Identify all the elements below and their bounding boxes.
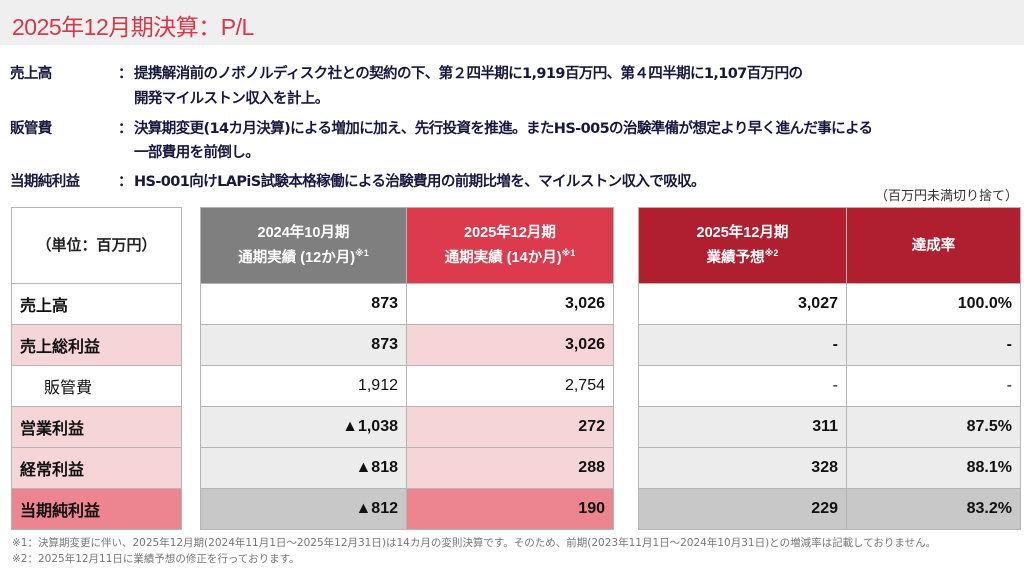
row-label: 販管費 [11,365,182,407]
cell: 873 [200,324,407,366]
cell: - [638,324,847,366]
row-label-table: （単位：百万円） 売上高 売上総利益 販管費 営業利益 経常利益 当期純利益 [11,207,182,530]
cell: 229 [638,488,847,530]
cell: 3,026 [406,283,614,325]
unit-note: （百万円未満切り捨て） [874,189,1018,204]
actuals-table: 2024年10月期 通期実績 (12か月)※1 2025年12月期 通期実績 (14… [200,207,614,530]
note-text: 決算期変更(14カ月決算)による増加に加え、先行投資を推進。またHS-005の治… [134,121,873,137]
cell: 100.0% [846,283,1021,325]
note-colon: ： [118,66,133,82]
row-label: 経常利益 [11,447,182,489]
page-title: 2025年12月期決算：P/L [12,14,254,40]
note-text: 提携解消前のノボノルディスク社との契約の下、第２四半期に1,919百万円、第４四… [134,66,803,82]
note-label: 売上高 [10,66,52,82]
note-label: 販管費 [10,121,52,137]
cell: - [846,365,1021,407]
cell: - [638,365,847,407]
cell: 3,027 [638,283,847,325]
cell: 1,912 [200,365,407,407]
row-label: 営業利益 [11,406,182,448]
cell: 190 [406,488,614,530]
cell: ▲818 [200,447,407,489]
cell: 2,754 [406,365,614,407]
row-label: 当期純利益 [11,488,182,530]
note-label: 当期純利益 [10,174,80,190]
cell: 873 [200,283,407,325]
cell: 311 [638,406,847,448]
note-text: 開発マイルストン収入を計上。 [134,91,329,107]
cell: 83.2% [846,488,1021,530]
unit-header: （単位：百万円） [11,207,182,284]
cell: - [846,324,1021,366]
cell: 87.5% [846,406,1021,448]
note-text: 一部費用を前倒し。 [134,145,260,161]
cell: 88.1% [846,447,1021,489]
header-fy2025: 2025年12月期 通期実績 (14か月)※1 [406,207,614,284]
cell: 288 [406,447,614,489]
cell: 272 [406,406,614,448]
title-bar [0,0,1024,45]
footnote: ※1：決算期変更に伴い、2025年12月期(2024年11月1日～2025年12… [12,537,937,549]
note-text: HS-001向けLAPiS試験本格稼働による治験費用の前期比増を、マイルストン収… [134,174,706,190]
header-fy2024: 2024年10月期 通期実績 (12か月)※1 [200,207,407,284]
note-colon: ： [118,121,133,137]
note-colon: ： [118,174,133,190]
header-achievement-rate: 達成率 [846,207,1021,284]
cell: 3,026 [406,324,614,366]
forecast-table: 2025年12月期 業績予想※2 達成率 3,027 100.0% -- -- 31… [638,207,1021,530]
row-label: 売上総利益 [11,324,182,366]
cell: ▲812 [200,488,407,530]
cell: 328 [638,447,847,489]
cell: ▲1,038 [200,406,407,448]
row-label: 売上高 [11,283,182,325]
footnote: ※2：2025年12月11日に業績予想の修正を行っております。 [12,553,300,565]
header-forecast: 2025年12月期 業績予想※2 [638,207,847,284]
